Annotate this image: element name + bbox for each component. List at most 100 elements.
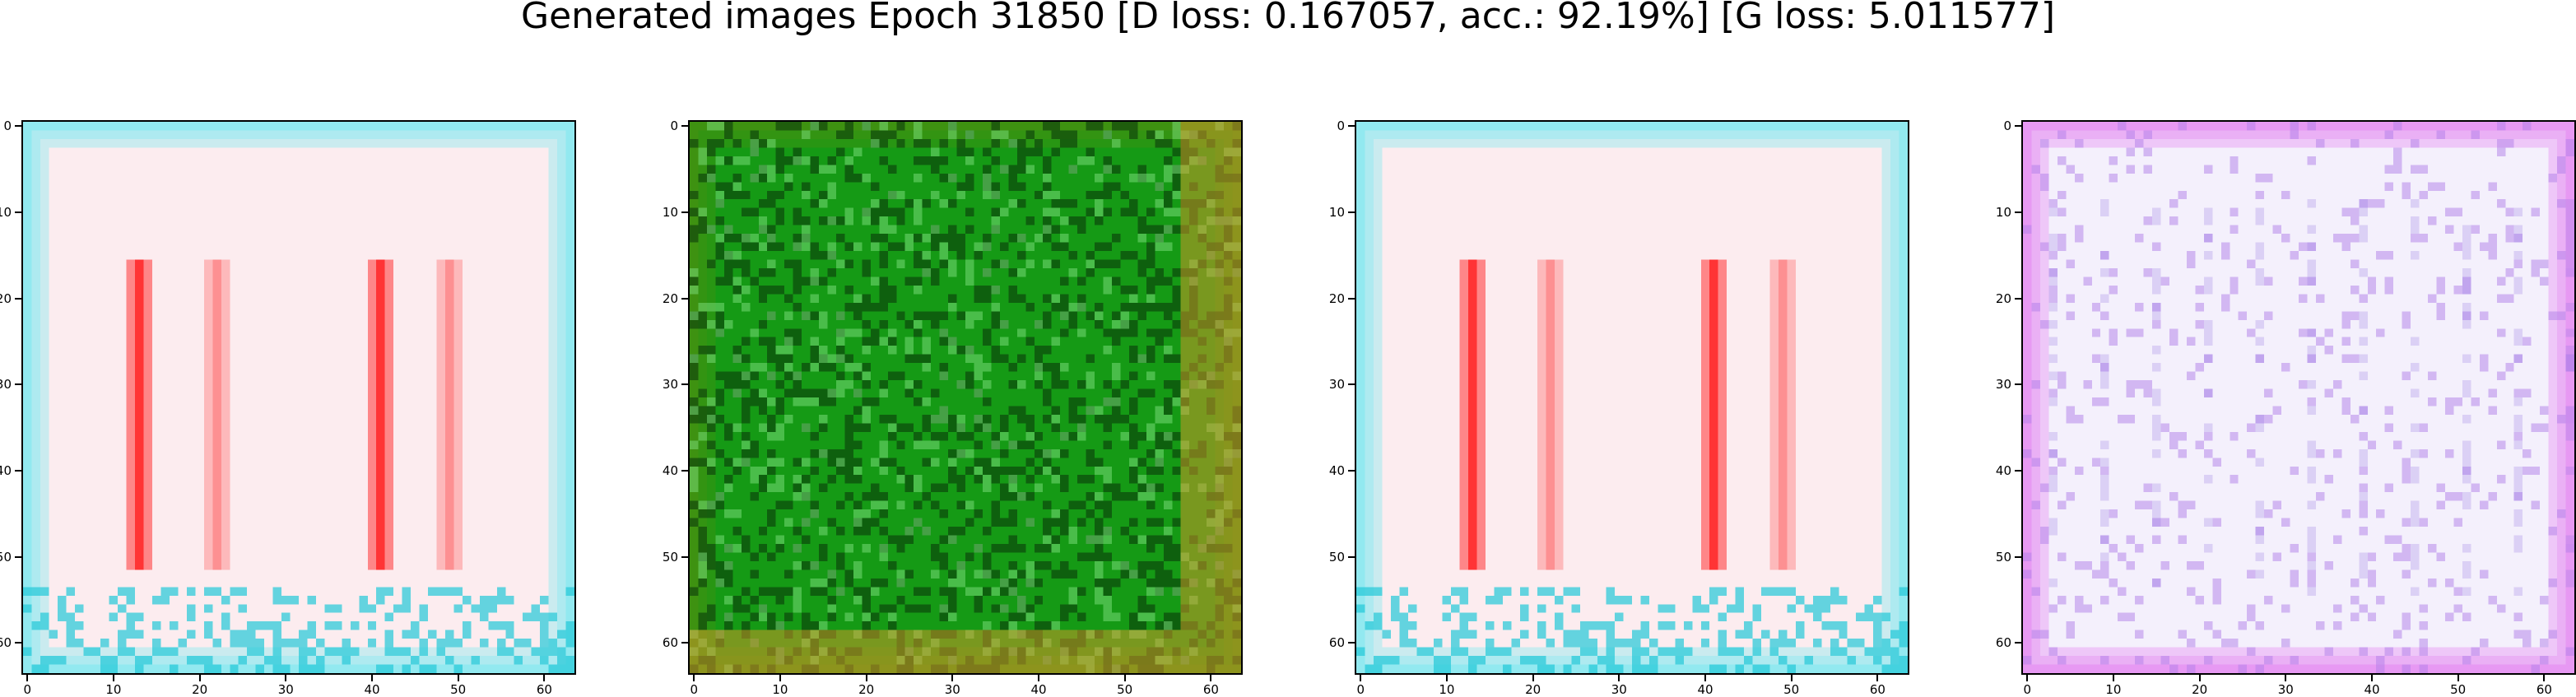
- y-tick-mark: [2015, 383, 2021, 386]
- x-tick-label: 30: [277, 682, 294, 697]
- x-tick-label: 20: [858, 682, 875, 697]
- y-tick-mark: [681, 211, 688, 213]
- x-tick-label: 0: [690, 682, 698, 697]
- image-panel-3: [1355, 120, 1909, 675]
- y-tick-mark: [2015, 297, 2021, 300]
- y-tick-label: 60: [1995, 635, 2011, 651]
- y-tick-label: 60: [662, 635, 678, 651]
- x-tick-mark: [26, 675, 29, 681]
- x-tick-mark: [1618, 675, 1620, 681]
- x-tick-mark: [285, 675, 287, 681]
- x-tick-mark: [457, 675, 459, 681]
- y-tick-mark: [2015, 469, 2021, 472]
- x-tick-mark: [112, 675, 114, 681]
- y-tick-mark: [1348, 383, 1355, 386]
- x-tick-mark: [2543, 675, 2546, 681]
- x-tick-mark: [370, 675, 373, 681]
- x-tick-label: 0: [2023, 682, 2031, 697]
- x-tick-mark: [2198, 675, 2201, 681]
- x-tick-mark: [1790, 675, 1793, 681]
- y-tick-label: 40: [1995, 462, 2011, 478]
- x-tick-label: 0: [1356, 682, 1365, 697]
- y-tick-mark: [15, 642, 21, 644]
- image-panel-2: [688, 120, 1243, 675]
- y-tick-mark: [1348, 125, 1355, 128]
- y-tick-label: 10: [0, 204, 12, 220]
- x-tick-label: 40: [2364, 682, 2380, 697]
- y-tick-mark: [1348, 211, 1355, 213]
- x-tick-mark: [693, 675, 695, 681]
- y-tick-label: 50: [0, 549, 12, 565]
- x-tick-label: 30: [1611, 682, 1627, 697]
- x-tick-mark: [779, 675, 781, 681]
- x-tick-mark: [1704, 675, 1706, 681]
- y-tick-mark: [2015, 555, 2021, 558]
- x-tick-label: 10: [2105, 682, 2122, 697]
- generated-image-4: [2023, 122, 2574, 673]
- y-tick-mark: [1348, 297, 1355, 300]
- y-tick-mark: [681, 642, 688, 644]
- y-tick-label: 30: [1995, 377, 2011, 393]
- x-tick-mark: [198, 675, 201, 681]
- y-tick-label: 40: [1328, 462, 1345, 478]
- x-tick-label: 20: [192, 682, 208, 697]
- y-tick-mark: [681, 125, 688, 128]
- y-tick-label: 60: [0, 635, 12, 651]
- x-tick-label: 60: [2536, 682, 2552, 697]
- y-tick-mark: [2015, 211, 2021, 213]
- y-tick-mark: [15, 469, 21, 472]
- x-tick-label: 40: [364, 682, 380, 697]
- y-tick-label: 20: [662, 290, 678, 306]
- y-tick-mark: [15, 211, 21, 213]
- generated-image-3: [1356, 122, 1908, 673]
- image-panel-1: [21, 120, 576, 675]
- y-tick-label: 20: [1995, 290, 2011, 306]
- x-tick-label: 10: [105, 682, 122, 697]
- y-tick-label: 0: [1337, 118, 1345, 134]
- x-tick-mark: [2026, 675, 2029, 681]
- y-tick-label: 50: [1995, 549, 2011, 565]
- x-tick-mark: [1445, 675, 1448, 681]
- y-tick-label: 10: [662, 204, 678, 220]
- x-tick-label: 60: [1202, 682, 1219, 697]
- x-tick-mark: [2112, 675, 2114, 681]
- x-tick-label: 40: [1697, 682, 1713, 697]
- x-tick-mark: [2457, 675, 2459, 681]
- x-tick-mark: [1123, 675, 1126, 681]
- y-tick-mark: [15, 125, 21, 128]
- y-tick-label: 40: [0, 462, 12, 478]
- y-tick-mark: [2015, 125, 2021, 128]
- figure-title: Generated images Epoch 31850 [D loss: 0.…: [520, 0, 2056, 37]
- y-tick-label: 0: [2003, 118, 2011, 134]
- y-tick-mark: [1348, 555, 1355, 558]
- x-tick-label: 50: [450, 682, 467, 697]
- y-tick-label: 0: [670, 118, 678, 134]
- image-panel-4: [2021, 120, 2576, 675]
- x-tick-mark: [2370, 675, 2373, 681]
- y-tick-mark: [15, 383, 21, 386]
- x-tick-mark: [543, 675, 546, 681]
- x-tick-label: 30: [944, 682, 960, 697]
- y-tick-label: 0: [3, 118, 12, 134]
- x-tick-label: 50: [2450, 682, 2467, 697]
- x-tick-mark: [2285, 675, 2287, 681]
- y-tick-label: 20: [0, 290, 12, 306]
- y-tick-label: 30: [662, 377, 678, 393]
- y-tick-label: 30: [1328, 377, 1345, 393]
- x-tick-mark: [1876, 675, 1879, 681]
- y-tick-mark: [681, 383, 688, 386]
- y-tick-label: 10: [1328, 204, 1345, 220]
- x-tick-label: 60: [536, 682, 552, 697]
- generated-image-1: [23, 122, 574, 673]
- x-tick-label: 40: [1030, 682, 1047, 697]
- y-tick-mark: [15, 555, 21, 558]
- y-tick-label: 50: [662, 549, 678, 565]
- x-tick-mark: [1360, 675, 1362, 681]
- y-tick-mark: [2015, 642, 2021, 644]
- y-tick-mark: [681, 469, 688, 472]
- x-tick-label: 20: [1525, 682, 1541, 697]
- y-tick-label: 30: [0, 377, 12, 393]
- x-tick-mark: [1210, 675, 1212, 681]
- x-tick-label: 50: [1783, 682, 1800, 697]
- x-tick-mark: [1037, 675, 1039, 681]
